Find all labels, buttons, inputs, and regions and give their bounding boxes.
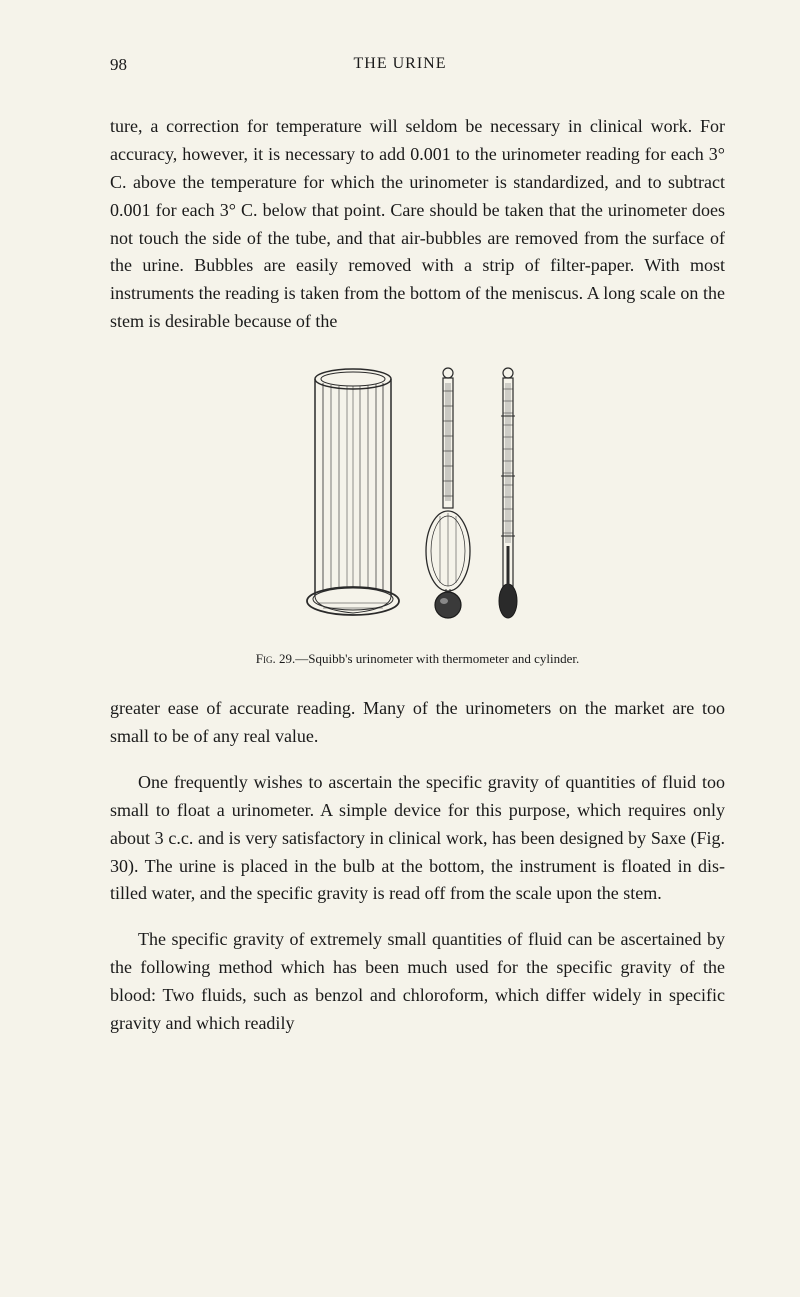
figure-illustration (298, 361, 538, 631)
body-paragraph-3: One frequently wishes to ascertain the s… (110, 769, 725, 908)
thermometer-icon (499, 368, 517, 618)
page-number: 98 (110, 55, 127, 75)
page-title: THE URINE (354, 55, 447, 73)
figure-caption: Fig. 29.—Squibb's urinometer with thermo… (110, 651, 725, 667)
figure-caption-text: —Squibb's urinometer with thermometer an… (295, 651, 579, 666)
urinometer-icon (426, 368, 470, 618)
cylinder-icon (307, 369, 399, 615)
figure-caption-prefix: Fig. 29. (256, 651, 295, 666)
page-header: 98 THE URINE (110, 55, 725, 75)
body-paragraph-4: The specific gravity of extremely small … (110, 926, 725, 1038)
body-paragraph-1: ture, a correction for temperature will … (110, 113, 725, 336)
body-paragraph-2: greater ease of accurate reading. Many o… (110, 695, 725, 751)
figure-container (110, 361, 725, 636)
